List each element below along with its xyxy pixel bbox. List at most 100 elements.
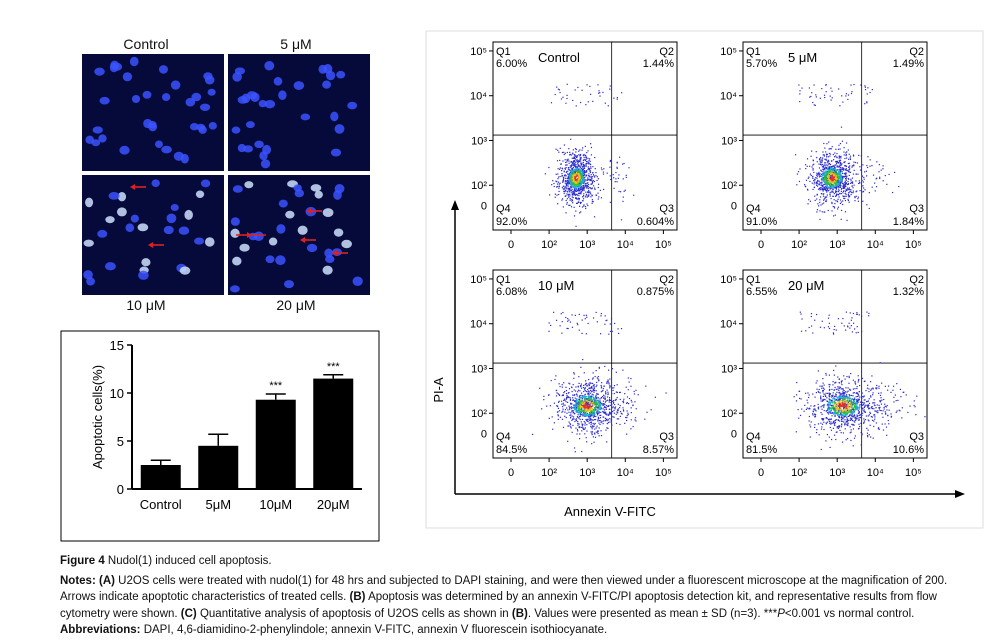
event-dot	[845, 93, 848, 95]
notes-c-ref: (B)	[511, 607, 528, 620]
event-dot	[866, 432, 869, 434]
event-dot	[614, 322, 616, 325]
event-dot	[859, 190, 861, 192]
event-dot	[831, 400, 834, 402]
event-dot	[848, 191, 851, 193]
density-dot	[582, 181, 584, 184]
event-dot	[822, 391, 824, 393]
event-dot	[580, 168, 583, 170]
event-dot	[867, 404, 869, 406]
event-dot	[600, 386, 603, 388]
event-dot	[557, 415, 560, 417]
event-dot	[563, 153, 565, 156]
event-dot	[857, 395, 859, 398]
event-dot	[574, 165, 576, 168]
event-dot	[876, 177, 878, 179]
event-dot	[591, 181, 594, 184]
event-dot	[578, 398, 581, 401]
density-dot	[850, 406, 852, 409]
event-dot	[869, 91, 871, 94]
event-dot	[577, 201, 580, 203]
event-dot	[607, 427, 609, 429]
event-dot	[798, 180, 801, 183]
event-dot	[871, 164, 873, 167]
event-dot	[583, 193, 585, 195]
event-dot	[871, 416, 873, 418]
event-dot	[593, 391, 595, 393]
nucleus	[94, 67, 105, 76]
event-dot	[819, 392, 821, 394]
event-dot	[599, 189, 601, 191]
density-dot	[579, 179, 582, 181]
event-dot	[612, 407, 614, 409]
event-dot	[821, 405, 823, 407]
density-dot	[569, 182, 572, 184]
event-dot	[827, 209, 829, 212]
event-dot	[837, 166, 839, 168]
event-dot	[838, 185, 840, 187]
event-dot	[614, 406, 617, 408]
event-dot	[819, 199, 821, 201]
event-dot	[863, 402, 865, 404]
event-dot	[840, 155, 842, 158]
event-dot	[645, 385, 647, 387]
event-dot	[568, 396, 570, 399]
event-dot	[569, 397, 572, 399]
event-dot	[846, 151, 848, 153]
event-dot	[579, 155, 581, 157]
event-dot	[868, 402, 871, 404]
event-dot	[838, 188, 840, 190]
event-dot	[570, 153, 572, 156]
event-dot	[582, 147, 584, 149]
notes-c-text: Quantitative analysis of apoptosis of U2…	[196, 607, 512, 620]
event-dot	[841, 180, 843, 182]
event-dot	[867, 429, 869, 431]
event-dot	[850, 92, 853, 95]
event-dot	[574, 89, 576, 91]
density-dot	[823, 176, 826, 178]
event-dot	[619, 405, 621, 407]
event-dot	[855, 392, 857, 395]
event-dot	[569, 180, 571, 182]
event-dot	[818, 184, 820, 186]
nucleus	[161, 145, 172, 154]
event-dot	[634, 417, 637, 419]
event-dot	[609, 384, 611, 387]
event-dot	[820, 428, 823, 430]
event-dot	[847, 409, 849, 411]
event-dot	[591, 400, 593, 403]
event-dot	[845, 396, 848, 398]
density-dot	[832, 180, 834, 182]
event-dot	[851, 191, 853, 194]
density-dot	[600, 404, 602, 406]
density-dot	[570, 181, 573, 183]
event-dot	[568, 189, 570, 191]
event-dot	[849, 155, 852, 157]
density-dot	[581, 401, 583, 404]
event-dot	[593, 441, 595, 443]
event-dot	[577, 416, 579, 418]
event-dot	[590, 179, 592, 181]
event-dot	[808, 396, 810, 399]
event-dot	[622, 400, 625, 402]
event-dot	[592, 426, 594, 428]
event-dot	[586, 441, 588, 443]
event-dot	[576, 181, 578, 183]
event-dot	[566, 171, 568, 173]
density-dot	[852, 411, 854, 413]
density-dot	[588, 402, 591, 404]
event-dot	[822, 395, 824, 397]
nucleus	[204, 75, 215, 85]
event-dot	[916, 395, 918, 397]
event-dot	[580, 421, 582, 423]
event-dot	[564, 186, 567, 188]
event-dot	[852, 388, 854, 390]
event-dot	[573, 206, 575, 208]
event-dot	[837, 206, 839, 208]
abbr-text: DAPI, 4,6-diamidino-2-phenylindole; anne…	[140, 624, 608, 636]
event-dot	[853, 415, 855, 417]
density-dot	[840, 179, 843, 181]
density-dot	[592, 403, 594, 405]
event-dot	[566, 161, 568, 163]
event-dot	[630, 377, 632, 380]
